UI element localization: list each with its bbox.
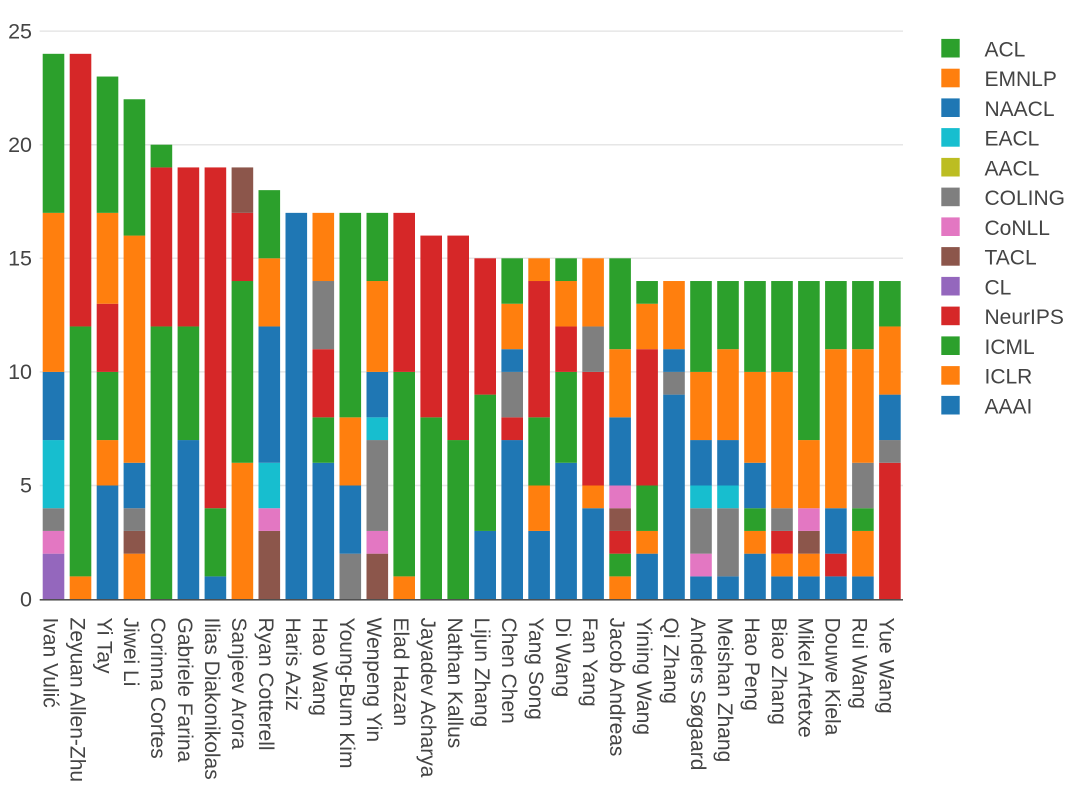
svg-text:Anders Søgaard: Anders Søgaard xyxy=(686,618,709,771)
svg-text:Zeyuan Allen-Zhu: Zeyuan Allen-Zhu xyxy=(65,618,88,783)
svg-text:5: 5 xyxy=(20,474,32,498)
svg-text:Biao Zhang: Biao Zhang xyxy=(767,618,790,725)
svg-text:Meishan Zhang: Meishan Zhang xyxy=(713,618,736,763)
svg-text:Jiwei Li: Jiwei Li xyxy=(119,618,142,687)
svg-text:Gabriele Farina: Gabriele Farina xyxy=(173,618,196,763)
svg-text:CL: CL xyxy=(985,276,1012,299)
svg-text:Jayadev Acharya: Jayadev Acharya xyxy=(416,618,439,778)
svg-text:NAACL: NAACL xyxy=(985,98,1055,121)
svg-text:AAAI: AAAI xyxy=(985,395,1033,418)
svg-text:Fan Yang: Fan Yang xyxy=(578,618,601,707)
svg-text:Haris Aziz: Haris Aziz xyxy=(281,618,304,711)
svg-text:Ilias Diakonikolas: Ilias Diakonikolas xyxy=(200,618,223,780)
svg-text:CoNLL: CoNLL xyxy=(985,217,1050,240)
svg-text:Yang Song: Yang Song xyxy=(524,618,547,720)
svg-text:Mikel Artetxe: Mikel Artetxe xyxy=(794,618,817,738)
svg-text:10: 10 xyxy=(8,360,32,384)
svg-text:ICLR: ICLR xyxy=(985,366,1033,389)
svg-text:Sanjeev Arora: Sanjeev Arora xyxy=(227,618,250,750)
svg-text:20: 20 xyxy=(8,133,32,157)
svg-text:Chen Chen: Chen Chen xyxy=(497,618,520,724)
svg-text:EACL: EACL xyxy=(985,128,1040,151)
svg-text:0: 0 xyxy=(20,587,32,611)
svg-text:Di Wang: Di Wang xyxy=(551,618,574,698)
svg-text:Ivan Vulić: Ivan Vulić xyxy=(38,618,61,708)
svg-text:25: 25 xyxy=(8,19,32,43)
svg-text:COLING: COLING xyxy=(985,187,1066,210)
svg-text:Nathan Kallus: Nathan Kallus xyxy=(443,618,466,749)
svg-text:15: 15 xyxy=(8,247,32,271)
svg-text:ACL: ACL xyxy=(985,38,1026,61)
svg-text:Wenpeng Yin: Wenpeng Yin xyxy=(362,618,385,743)
svg-text:Lijun Zhang: Lijun Zhang xyxy=(470,618,493,728)
svg-text:Yi Tay: Yi Tay xyxy=(92,618,115,675)
svg-text:Rui Wang: Rui Wang xyxy=(848,618,871,709)
svg-text:Corinna Cortes: Corinna Cortes xyxy=(146,618,169,759)
svg-text:Yue Wang: Yue Wang xyxy=(875,618,898,714)
svg-text:Elad Hazan: Elad Hazan xyxy=(389,618,412,727)
svg-text:Yining Wang: Yining Wang xyxy=(632,618,655,736)
svg-text:Young-Bum Kim: Young-Bum Kim xyxy=(335,618,358,769)
svg-text:Ryan Cotterell: Ryan Cotterell xyxy=(254,618,277,751)
svg-text:NeurIPS: NeurIPS xyxy=(985,306,1064,329)
svg-text:Hao Wang: Hao Wang xyxy=(308,618,331,716)
svg-text:AACL: AACL xyxy=(985,157,1040,180)
svg-text:Qi Zhang: Qi Zhang xyxy=(659,618,682,704)
svg-text:EMNLP: EMNLP xyxy=(985,68,1057,91)
svg-text:TACL: TACL xyxy=(985,247,1037,270)
svg-text:ICML: ICML xyxy=(985,336,1035,359)
svg-text:Jacob Andreas: Jacob Andreas xyxy=(605,618,628,757)
svg-text:Douwe Kiela: Douwe Kiela xyxy=(821,618,844,736)
svg-text:Hao Peng: Hao Peng xyxy=(740,618,763,711)
